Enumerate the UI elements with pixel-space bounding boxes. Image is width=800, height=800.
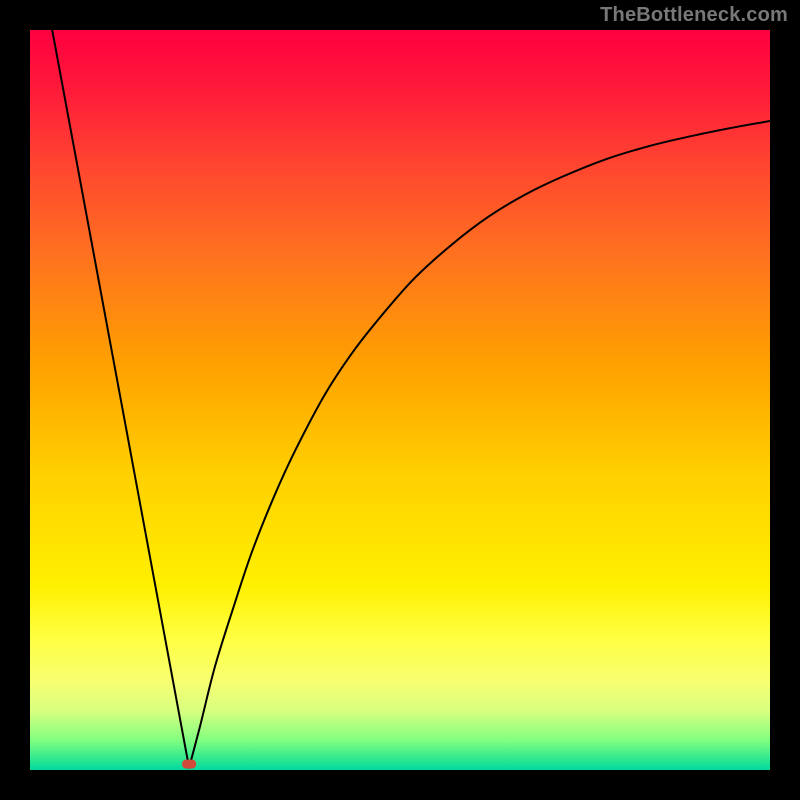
plot-background-gradient xyxy=(30,30,770,770)
optimal-marker xyxy=(182,760,196,769)
bottleneck-chart-svg xyxy=(0,0,800,800)
chart-frame: TheBottleneck.com xyxy=(0,0,800,800)
